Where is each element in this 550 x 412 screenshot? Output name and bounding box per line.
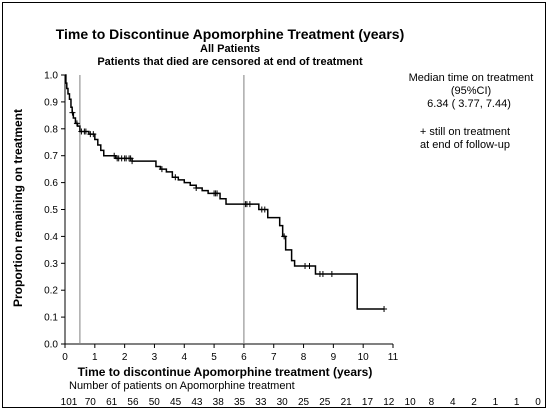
censor-mark bbox=[319, 271, 326, 278]
risk-table-title: Number of patients on Apomorphine treatm… bbox=[69, 380, 295, 392]
figure-frame: Time to Discontinue Apomorphine Treatmen… bbox=[2, 2, 546, 408]
censor-mark bbox=[158, 166, 165, 173]
risk-count: 56 bbox=[127, 397, 139, 408]
risk-count: 30 bbox=[277, 397, 289, 408]
x-tick-label: 10 bbox=[358, 352, 370, 363]
risk-count: 101 bbox=[61, 397, 78, 408]
chart-title: Time to Discontinue Apomorphine Treatmen… bbox=[56, 26, 405, 42]
x-tick-label: 0 bbox=[62, 352, 68, 363]
risk-table-row: 101 70 61 56 50 45 43 38 35 33 30 25 25 21 17 12 10 8 4 2 1 1… bbox=[61, 397, 542, 408]
censor-mark bbox=[246, 201, 253, 208]
censor-mark bbox=[69, 109, 76, 116]
y-tick-label: 0.4 bbox=[44, 232, 58, 243]
x-tick-label: 6 bbox=[241, 352, 247, 363]
risk-count: 1 bbox=[514, 397, 520, 408]
y-tick-label: 0.0 bbox=[44, 340, 58, 351]
censor-legend-line-1: + still on treatment bbox=[420, 126, 510, 138]
risk-count: 50 bbox=[149, 397, 161, 408]
risk-count: 33 bbox=[255, 397, 267, 408]
censor-mark bbox=[281, 233, 288, 240]
risk-count: 17 bbox=[362, 397, 374, 408]
x-axis-label: Time to discontinue Apomorphine treatmen… bbox=[78, 365, 373, 379]
censor-mark bbox=[214, 190, 221, 197]
y-axis-label: Proportion remaining on treatment bbox=[11, 109, 25, 307]
y-tick-label: 0.6 bbox=[44, 178, 58, 189]
risk-count: 70 bbox=[85, 397, 97, 408]
risk-count: 43 bbox=[191, 397, 203, 408]
censor-mark bbox=[90, 131, 97, 138]
risk-count: 25 bbox=[298, 397, 310, 408]
risk-count: 61 bbox=[106, 397, 118, 408]
risk-count: 4 bbox=[450, 397, 456, 408]
censor-mark bbox=[381, 306, 388, 313]
x-tick-label: 8 bbox=[301, 352, 307, 363]
x-tick-label: 4 bbox=[181, 352, 187, 363]
censor-mark bbox=[193, 184, 200, 191]
median-value: 6.34 ( 3.77, 7.44) bbox=[427, 98, 511, 110]
median-ci-label: (95%CI) bbox=[451, 85, 491, 97]
x-tick-label: 9 bbox=[331, 352, 337, 363]
y-tick-label: 1.0 bbox=[44, 71, 58, 82]
censor-mark bbox=[328, 271, 335, 278]
censor-mark bbox=[82, 128, 89, 135]
survival-chart: Time to Discontinue Apomorphine Treatmen… bbox=[11, 26, 542, 408]
risk-count: 21 bbox=[341, 397, 353, 408]
censor-mark bbox=[73, 120, 80, 127]
x-tick-label: 11 bbox=[388, 352, 399, 363]
risk-count: 2 bbox=[471, 397, 477, 408]
x-tick-label: 1 bbox=[92, 352, 98, 363]
y-tick-label: 0.5 bbox=[44, 205, 58, 216]
median-label: Median time on treatment bbox=[409, 72, 534, 84]
risk-count: 38 bbox=[213, 397, 225, 408]
risk-count: 8 bbox=[429, 397, 435, 408]
chart-subtitle-2: Patients that died are censored at end o… bbox=[97, 56, 363, 68]
risk-count: 45 bbox=[170, 397, 182, 408]
risk-count: 0 bbox=[535, 397, 541, 408]
x-tick-label: 3 bbox=[152, 352, 158, 363]
x-tick-label: 2 bbox=[122, 352, 128, 363]
risk-count: 25 bbox=[319, 397, 331, 408]
y-tick-label: 0.9 bbox=[44, 97, 58, 108]
survival-step-curve bbox=[65, 74, 385, 310]
x-tick-label: 7 bbox=[271, 352, 277, 363]
chart-subtitle-1: All Patients bbox=[200, 43, 260, 55]
plot-area: 0.0 0.1 0.2 0.3 0.4 0.5 0.6 0.7 0.8 0.9 1.0 0 1 2 3 4 5 6… bbox=[44, 71, 399, 364]
risk-count: 35 bbox=[234, 397, 246, 408]
x-tick-label: 5 bbox=[211, 352, 217, 363]
y-tick-label: 0.2 bbox=[44, 286, 58, 297]
y-tick-label: 0.8 bbox=[44, 124, 58, 135]
y-tick-label: 0.3 bbox=[44, 259, 58, 270]
censor-mark bbox=[261, 206, 268, 213]
censor-mark bbox=[127, 155, 134, 162]
y-tick-label: 0.7 bbox=[44, 151, 58, 162]
risk-count: 1 bbox=[493, 397, 499, 408]
risk-count: 12 bbox=[383, 397, 395, 408]
censor-mark bbox=[172, 174, 179, 181]
censor-mark bbox=[111, 152, 118, 159]
risk-count: 10 bbox=[405, 397, 417, 408]
censor-legend-line-2: at end of follow-up bbox=[420, 139, 510, 151]
censor-mark bbox=[129, 158, 136, 165]
censor-mark bbox=[306, 262, 313, 269]
y-tick-label: 0.1 bbox=[44, 313, 58, 324]
